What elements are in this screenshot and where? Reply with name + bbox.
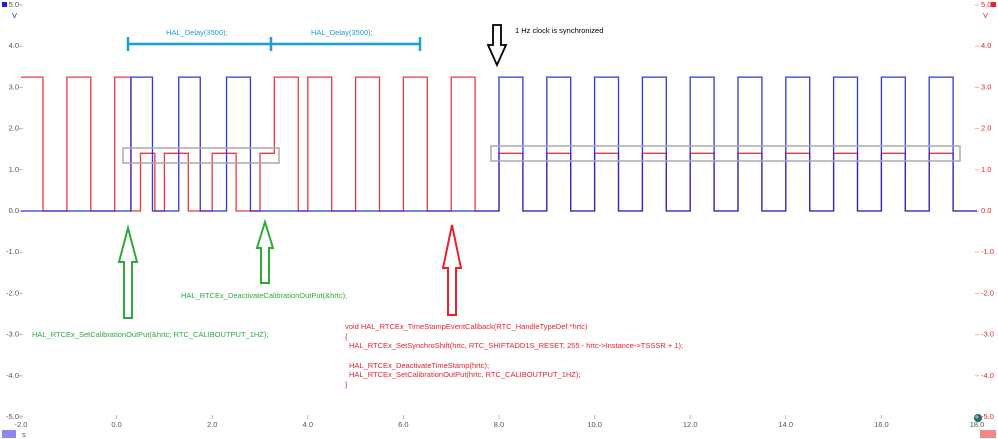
x-tick-label: 16.0	[874, 420, 889, 429]
arrow-up	[441, 224, 463, 316]
y-tick-label: -3.0	[6, 330, 19, 339]
code-line: {	[345, 332, 348, 341]
annotation: HAL_Delay(3500);	[166, 28, 228, 37]
arrow-up	[255, 218, 275, 284]
y-tick-label: 2.0	[9, 124, 19, 133]
y-tick-label: 4.0	[9, 41, 19, 50]
code-line: HAL_RTCEx_DeactivateTimeStamp(hrtc);	[349, 361, 489, 370]
code-line: void HAL_RTCEx_TimeStampEventCallback(RT…	[345, 322, 588, 331]
y-unit: V	[12, 11, 17, 20]
y-tick-label: 5.0	[9, 0, 19, 9]
y2-tick-label: 3.0	[981, 82, 991, 91]
code-line: HAL_RTCEx_SetCalibrationOutPut(hrtc, RTC…	[349, 370, 580, 379]
y-tick-label: 1.0	[9, 165, 19, 174]
x-tick-label: 12.0	[683, 420, 698, 429]
highlight-box	[490, 145, 961, 162]
channel-box	[980, 430, 996, 438]
y-tick-label: 0.0	[9, 206, 19, 215]
y-tick-label: 3.0	[9, 82, 19, 91]
x-tick-label: 18.0	[970, 420, 985, 429]
x-tick-label: 2.0	[207, 420, 217, 429]
code-line: }	[345, 380, 348, 389]
highlight-box	[122, 147, 280, 164]
channel-box	[2, 430, 16, 438]
y2-tick-label: -5.0	[981, 412, 994, 421]
channel-marker	[2, 2, 7, 7]
annotation: HAL_RTCEx_SetCalibrationOutPut(&hrtc; RT…	[32, 330, 268, 339]
y-tick-label: -5.0	[6, 412, 19, 421]
y2-tick-label: 4.0	[981, 41, 991, 50]
arrow-down	[486, 24, 508, 68]
y2-tick-label: 1.0	[981, 165, 991, 174]
signal-trace	[21, 76, 977, 212]
y2-tick-label: -2.0	[981, 288, 994, 297]
annotation: 1 Hz clock is synchronized	[515, 26, 603, 35]
annotation: HAL_Delay(3500);	[311, 28, 373, 37]
y-tick-label: -2.0	[6, 288, 19, 297]
y2-tick-label: 5.0	[981, 0, 991, 9]
plot-area: -5.0 -4.0 -3.0 -2.0 -1.0 0.0 1.0 2.0 3.0 4.0 5.0 -5…	[6, 0, 994, 429]
y2-tick-label: -1.0	[981, 247, 994, 256]
y2-tick-label: -3.0	[981, 330, 994, 339]
channel-marker	[991, 2, 996, 7]
y2-tick-label: 2.0	[981, 124, 991, 133]
y-tick-label: -4.0	[6, 371, 19, 380]
x-tick-label: 14.0	[778, 420, 793, 429]
y2-tick-label: 0.0	[981, 206, 991, 215]
y2-tick-label: -4.0	[981, 371, 994, 380]
code-line: HAL_RTCEx_SetSynchroShift(hrtc, RTC_SHIF…	[349, 341, 683, 350]
annotation: HAL_RTCEx_DeactivateCalibrationOutPut(&h…	[181, 291, 347, 300]
x-tick-label: 6.0	[398, 420, 408, 429]
x-tick-label: 4.0	[303, 420, 313, 429]
x-unit: s	[22, 430, 26, 439]
arrow-up	[117, 224, 139, 319]
annotations: HAL_Delay(3500); HAL_Delay(3500); 1 Hz c…	[32, 24, 961, 389]
x-tick-label: 10.0	[587, 420, 602, 429]
x-tick-label: -2.0	[15, 420, 28, 429]
x-tick-label: 0.0	[111, 420, 121, 429]
y2-unit: V	[983, 11, 988, 20]
cursor-marker	[974, 414, 982, 422]
y-tick-label: -1.0	[6, 247, 19, 256]
x-tick-label: 8.0	[494, 420, 504, 429]
